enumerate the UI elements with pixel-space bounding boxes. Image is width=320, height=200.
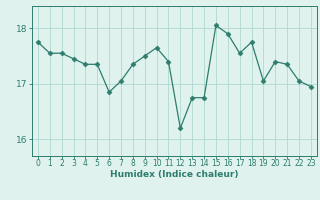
X-axis label: Humidex (Indice chaleur): Humidex (Indice chaleur) <box>110 170 239 179</box>
